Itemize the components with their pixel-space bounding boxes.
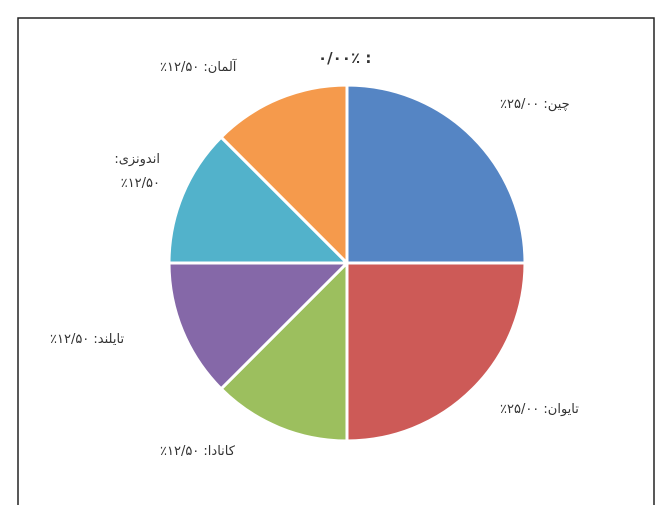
data-label: کانادا: ۱۲/۵۰٪ — [160, 444, 235, 459]
pie-slice — [219, 83, 349, 267]
data-label: چین: ۲۵/۰۰٪ — [500, 97, 570, 112]
data-label: تایوان: ۲۵/۰۰٪ — [500, 402, 579, 417]
data-label: اندونزی: ۱۲/۵۰٪ — [114, 152, 160, 191]
data-label: : ۰/۰۰٪ — [318, 49, 372, 67]
pie-slice — [219, 259, 349, 443]
pie-slice — [345, 261, 527, 443]
pie-slice — [345, 83, 527, 265]
data-label: آلمان: ۱۲/۵۰٪ — [160, 60, 237, 75]
data-label: تایلند: ۱۲/۵۰٪ — [50, 332, 125, 347]
chart-frame — [17, 17, 655, 505]
pie-slice — [167, 135, 351, 265]
pie-slice — [167, 261, 351, 391]
